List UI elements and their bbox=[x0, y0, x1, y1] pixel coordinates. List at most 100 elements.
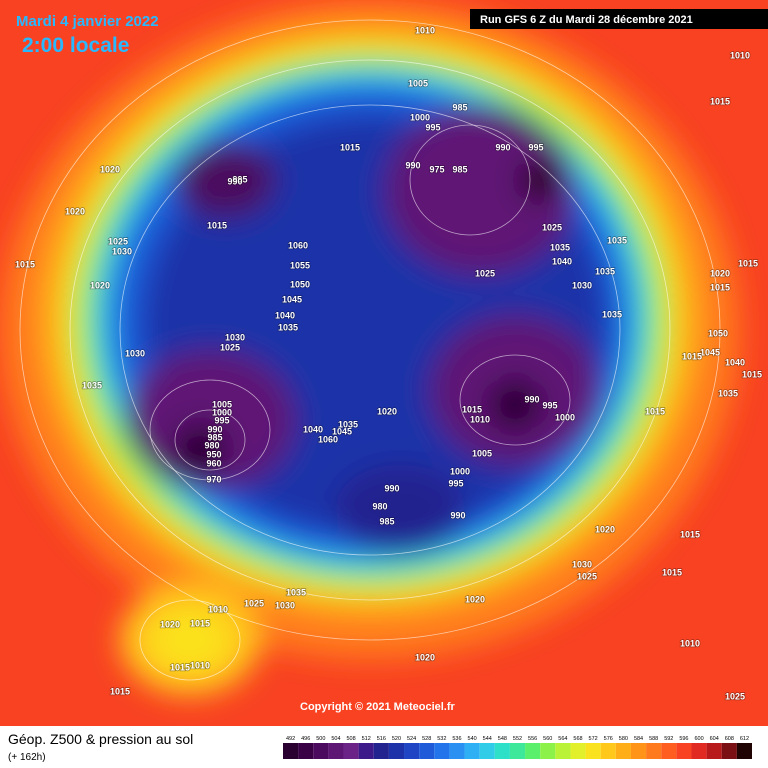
isobar-label: 1015 bbox=[738, 258, 758, 268]
isobar-label: 990 bbox=[405, 160, 420, 170]
scale-label: 568 bbox=[573, 736, 582, 742]
isobar-label: 1025 bbox=[725, 691, 745, 701]
isobar-label: 1015 bbox=[645, 406, 665, 416]
scale-label: 548 bbox=[498, 736, 507, 742]
isobar-label: 970 bbox=[206, 474, 221, 484]
scale-swatch bbox=[283, 743, 299, 759]
run: Run GFS 6 Z du Mardi 28 décembre 2021 bbox=[480, 14, 693, 26]
scale-label: 524 bbox=[407, 736, 416, 742]
scale-swatch bbox=[691, 743, 707, 759]
isobar-label: 1025 bbox=[220, 342, 240, 352]
isobar-label: 1040 bbox=[552, 256, 572, 266]
scale-label: 592 bbox=[664, 736, 673, 742]
isobar-label: 1025 bbox=[577, 571, 597, 581]
isobar-label: 1030 bbox=[572, 559, 592, 569]
isobar-label: 995 bbox=[528, 142, 543, 152]
scale-swatch bbox=[509, 743, 526, 759]
isobar-label: 1055 bbox=[290, 260, 310, 270]
isobar-label: 985 bbox=[379, 516, 394, 526]
isobar-label: 1035 bbox=[278, 322, 298, 332]
isobar-label: 1050 bbox=[708, 328, 728, 338]
isobar-label: 960 bbox=[206, 458, 221, 468]
isobar-label: 1000 bbox=[555, 412, 575, 422]
isobar-label: 1020 bbox=[377, 406, 397, 416]
scale-swatch bbox=[540, 743, 556, 759]
isobar-label: 1060 bbox=[318, 434, 338, 444]
run-box bbox=[470, 9, 768, 29]
isobar-label: 1030 bbox=[125, 348, 145, 358]
scale-label: 612 bbox=[740, 736, 749, 742]
isobar-label: 1000 bbox=[450, 466, 470, 476]
scale-label: 572 bbox=[589, 736, 598, 742]
isobar-label: 950 bbox=[206, 449, 221, 459]
scale-label: 512 bbox=[362, 736, 371, 742]
scale-label: 532 bbox=[437, 736, 446, 742]
scale-label: 588 bbox=[649, 736, 658, 742]
scale-swatch bbox=[736, 743, 752, 759]
isobar-label: 1035 bbox=[718, 388, 738, 398]
scale-swatch bbox=[388, 743, 405, 759]
isobar-label: 1015 bbox=[110, 686, 130, 696]
scale-swatch bbox=[464, 743, 480, 759]
scale-label: 544 bbox=[483, 736, 492, 742]
scale-label: 580 bbox=[619, 736, 628, 742]
scale-swatch bbox=[434, 743, 450, 759]
scale-swatch bbox=[721, 743, 737, 759]
isobar-label: 1045 bbox=[332, 426, 352, 436]
isobar-label: 1005 bbox=[212, 399, 232, 409]
isobar-label: 990 bbox=[524, 394, 539, 404]
scale-label: 560 bbox=[543, 736, 552, 742]
scale-swatch bbox=[600, 743, 616, 759]
isobar-label: 1000 bbox=[410, 112, 430, 122]
isobar-label: 1035 bbox=[82, 380, 102, 390]
scale-swatch bbox=[630, 743, 647, 759]
isobar-label: 995 bbox=[542, 400, 557, 410]
scale-label: 556 bbox=[528, 736, 537, 742]
isobar-label: 1010 bbox=[680, 638, 700, 648]
scale-swatch bbox=[313, 743, 329, 759]
isobar-label: 1050 bbox=[290, 279, 310, 289]
scale-swatch bbox=[661, 743, 677, 759]
isobar-label: 1040 bbox=[725, 357, 745, 367]
isobar-label: 975 bbox=[429, 164, 444, 174]
isobar-label: 1015 bbox=[710, 282, 730, 292]
scale-label: 508 bbox=[346, 736, 355, 742]
isobar-label: 1000 bbox=[212, 407, 232, 417]
scale-label: 608 bbox=[725, 736, 734, 742]
isobar-label: 1035 bbox=[338, 419, 358, 429]
scale-label: 564 bbox=[558, 736, 567, 742]
isobar-label: 985 bbox=[452, 164, 467, 174]
scale-label: 584 bbox=[634, 736, 643, 742]
scale-label: 516 bbox=[377, 736, 386, 742]
scale-label: 576 bbox=[604, 736, 613, 742]
isobar-label: 1015 bbox=[742, 369, 762, 379]
scale-swatch bbox=[706, 743, 722, 759]
color-scale: 492 496 500 504 508 512 516 520 524 528 532 536 540 5… bbox=[283, 736, 752, 759]
isobar-label: 1020 bbox=[710, 268, 730, 278]
isobar-label: 1015 bbox=[662, 567, 682, 577]
scale-label: 596 bbox=[679, 736, 688, 742]
scale-swatch bbox=[404, 743, 420, 759]
scale-label: 536 bbox=[452, 736, 461, 742]
scale-swatch bbox=[479, 743, 495, 759]
isobar-label: 1045 bbox=[700, 347, 720, 357]
isobar-label: 1035 bbox=[595, 266, 615, 276]
isobar-label: 1010 bbox=[208, 604, 228, 614]
isobar-label: 985 bbox=[207, 432, 222, 442]
scale-label: 528 bbox=[422, 736, 431, 742]
isobar-label: 980 bbox=[204, 440, 219, 450]
isobar-label: 1015 bbox=[15, 259, 35, 269]
scale-swatch bbox=[585, 743, 601, 759]
scale-swatch bbox=[298, 743, 314, 759]
isobar-label: 1025 bbox=[475, 268, 495, 278]
isobar-label: 1020 bbox=[465, 594, 485, 604]
time: 2:00 locale bbox=[22, 34, 129, 57]
isobar-label: 995 bbox=[448, 478, 463, 488]
footer-title: Géop. Z500 & pression au sol bbox=[8, 731, 193, 747]
scale-swatch bbox=[570, 743, 586, 759]
isobar-label: 995 bbox=[232, 174, 247, 184]
scale-label: 520 bbox=[392, 736, 401, 742]
isobar-label: 995 bbox=[425, 122, 440, 132]
scale-swatch bbox=[525, 743, 541, 759]
isobar-label: 985 bbox=[452, 102, 467, 112]
